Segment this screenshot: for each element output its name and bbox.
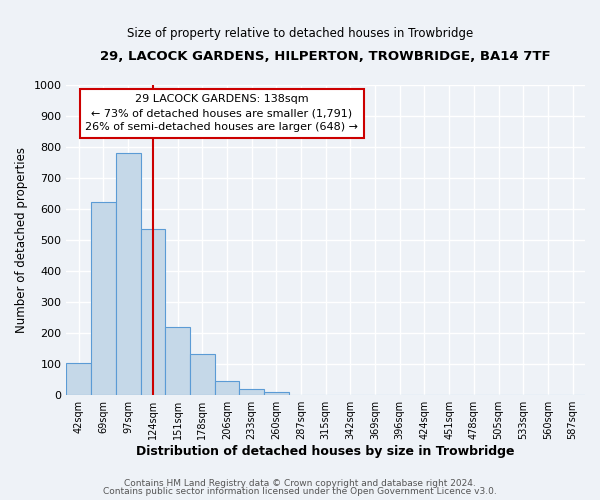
Text: 29 LACOCK GARDENS: 138sqm
← 73% of detached houses are smaller (1,791)
26% of se: 29 LACOCK GARDENS: 138sqm ← 73% of detac… bbox=[85, 94, 358, 132]
Bar bbox=[116, 153, 140, 394]
Text: Contains HM Land Registry data © Crown copyright and database right 2024.: Contains HM Land Registry data © Crown c… bbox=[124, 478, 476, 488]
Text: Size of property relative to detached houses in Trowbridge: Size of property relative to detached ho… bbox=[127, 28, 473, 40]
Y-axis label: Number of detached properties: Number of detached properties bbox=[15, 147, 28, 333]
Bar bbox=[264, 392, 289, 394]
Bar bbox=[67, 363, 91, 394]
Bar bbox=[190, 354, 215, 395]
Bar bbox=[140, 229, 165, 394]
X-axis label: Distribution of detached houses by size in Trowbridge: Distribution of detached houses by size … bbox=[136, 444, 515, 458]
Text: Contains public sector information licensed under the Open Government Licence v3: Contains public sector information licen… bbox=[103, 487, 497, 496]
Bar bbox=[239, 390, 264, 394]
Bar bbox=[215, 381, 239, 394]
Title: 29, LACOCK GARDENS, HILPERTON, TROWBRIDGE, BA14 7TF: 29, LACOCK GARDENS, HILPERTON, TROWBRIDG… bbox=[100, 50, 551, 63]
Bar bbox=[165, 326, 190, 394]
Bar bbox=[91, 202, 116, 394]
